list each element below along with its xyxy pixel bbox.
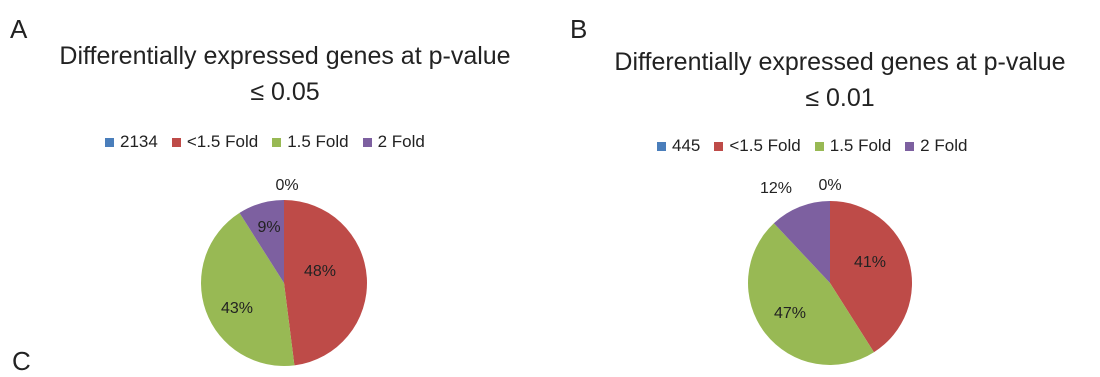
panel-letter-b: B	[570, 14, 588, 44]
pie-data-label: 48%	[304, 263, 336, 280]
legend-swatch	[905, 141, 915, 151]
chart-a-title: Differentially expressed genes at p-valu…	[59, 42, 511, 70]
legend-label: 1.5 Fold	[287, 132, 349, 151]
legend-label: 445	[672, 136, 701, 155]
chart-b-subtitle: ≤ 0.01	[805, 84, 875, 112]
chart-a-legend: 2134 <1.5 Fold 1.5 Fold 2 Fold	[105, 132, 439, 152]
legend-swatch	[272, 137, 282, 147]
pie-slice	[201, 212, 295, 366]
panel-letter-a: A	[10, 14, 28, 44]
legend-label: <1.5 Fold	[186, 132, 259, 151]
pie-data-label: 9%	[257, 219, 280, 236]
chart-b-legend: 445 <1.5 Fold 1.5 Fold 2 Fold	[657, 136, 981, 156]
chart-a-subtitle: ≤ 0.05	[250, 78, 320, 106]
chart-b-legend-item: 445	[657, 136, 700, 156]
legend-swatch	[362, 137, 372, 147]
chart-b-title-block: Differentially expressed genes at p-valu…	[590, 44, 1090, 116]
chart-a-legend-item: 1.5 Fold	[272, 132, 349, 152]
pie-slice	[239, 200, 284, 283]
pie-data-label: 0%	[275, 177, 298, 194]
chart-a-legend-item: <1.5 Fold	[171, 132, 259, 152]
chart-b-legend-item: 1.5 Fold	[814, 136, 892, 156]
legend-label: 1.5 Fold	[829, 136, 892, 155]
chart-b-legend-item: <1.5 Fold	[714, 136, 801, 156]
chart-a-title-block: Differentially expressed genes at p-valu…	[20, 38, 550, 110]
chart-a-legend-item: 2134	[105, 132, 158, 152]
legend-swatch	[814, 141, 824, 151]
legend-swatch	[105, 137, 114, 147]
legend-label: <1.5 Fold	[729, 136, 801, 155]
pie-data-label: 43%	[221, 300, 253, 317]
legend-swatch	[714, 141, 724, 151]
chart-b-title: Differentially expressed genes at p-valu…	[614, 48, 1066, 76]
legend-label: 2 Fold	[377, 132, 425, 151]
chart-b-legend-item: 2 Fold	[905, 136, 967, 156]
legend-label: 2 Fold	[920, 136, 968, 155]
legend-swatch	[657, 141, 666, 151]
chart-a-pie: 0% 48% 43% 9%	[201, 177, 367, 366]
legend-swatch	[171, 137, 181, 147]
chart-a-legend-item: 2 Fold	[362, 132, 425, 152]
pie-slice	[284, 200, 367, 366]
legend-label: 2134	[120, 132, 158, 151]
